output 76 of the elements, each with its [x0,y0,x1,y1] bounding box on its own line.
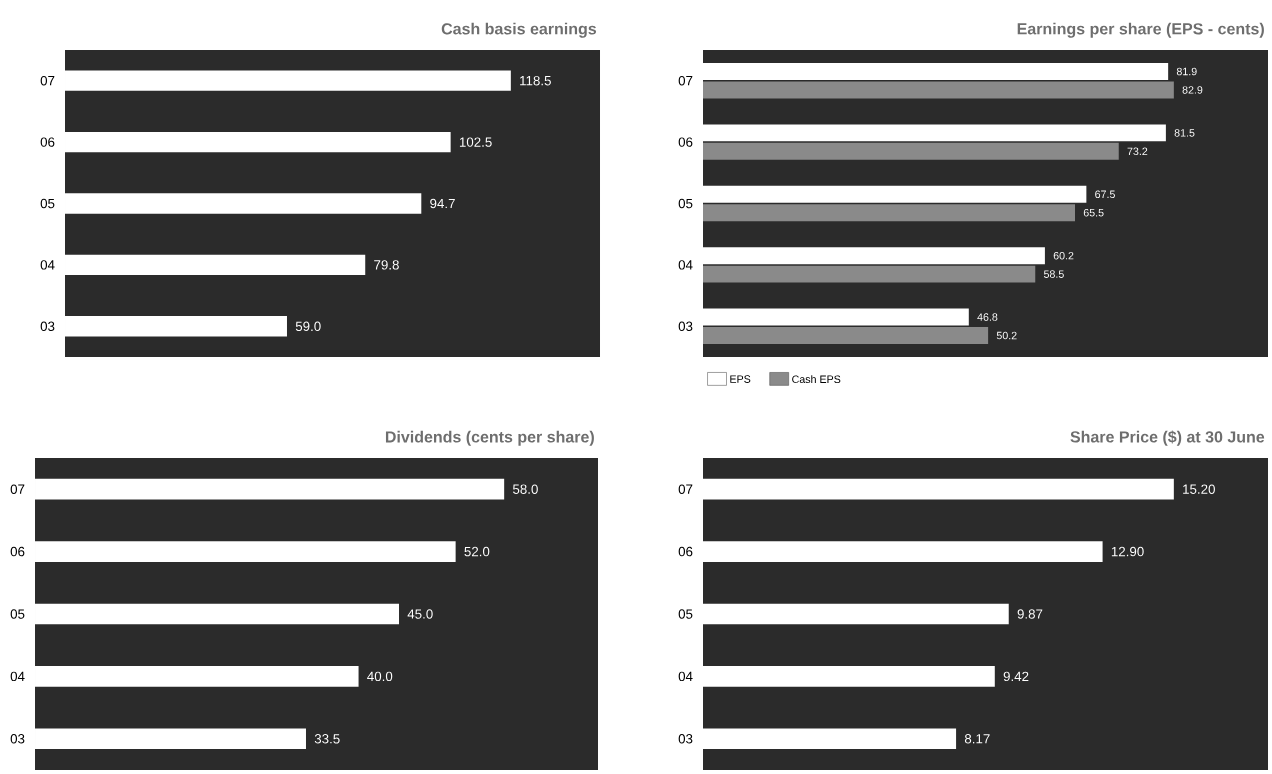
bar [35,728,306,750]
bar [703,327,989,344]
bar [65,193,422,214]
y-tick-label: 04 [40,260,55,270]
bar [703,63,1169,80]
data-label: 73.2 [1127,147,1148,156]
bar [703,185,1087,203]
y-tick-label: 03 [40,321,55,331]
bar [65,70,511,91]
data-label: 102.5 [459,137,492,147]
data-label: 52.0 [464,546,490,557]
bar [703,124,1166,142]
y-tick-label: 05 [678,609,693,619]
bar [35,541,456,562]
data-label: 50.2 [996,331,1017,340]
y-tick-label: 03 [678,734,693,744]
legend-label: EPS [730,375,751,383]
chart-title: Share Price ($) at 30 June [1070,430,1265,446]
y-tick-label: 06 [40,137,55,147]
data-label: 59.0 [295,321,321,331]
bar [703,81,1174,99]
data-label: 60.2 [1053,251,1074,260]
y-tick-label: 07 [678,75,693,86]
bar [35,603,400,625]
data-label: 82.9 [1182,86,1203,94]
y-tick-label: 04 [10,671,25,682]
data-label: 81.5 [1174,129,1195,137]
bar [703,478,1174,500]
data-label: 58.0 [512,484,538,494]
bar [703,265,1036,283]
y-tick-label: 05 [678,198,693,209]
y-tick-label: 05 [40,198,55,209]
bar [703,204,1076,222]
y-tick-label: 06 [678,546,693,557]
bar [35,666,359,687]
bar [65,131,451,153]
y-tick-label: 07 [678,484,693,494]
y-tick-label: 05 [10,609,25,619]
data-label: 94.7 [430,198,455,209]
data-label: 79.8 [374,260,399,270]
data-label: 81.9 [1176,67,1197,76]
chart-title: Earnings per share (EPS - cents) [1017,22,1264,38]
bar [65,316,287,337]
bar [35,478,505,500]
bar [703,728,957,750]
y-tick-label: 04 [678,671,693,682]
data-label: 40.0 [367,671,393,682]
y-tick-label: 06 [678,137,693,147]
data-label: 46.8 [977,313,998,321]
y-tick-label: 06 [10,546,25,557]
data-label: 65.5 [1083,208,1104,217]
data-label: 12.90 [1111,546,1144,557]
data-label: 9.87 [1017,609,1043,619]
data-label: 118.5 [520,75,551,86]
y-tick-label: 07 [40,75,55,86]
data-label: 67.5 [1095,190,1115,199]
data-label: 33.5 [314,734,340,744]
bar [703,603,1009,625]
bar [703,308,969,326]
bar [703,142,1119,160]
data-label: 58.5 [1043,270,1064,278]
data-label: 15.20 [1183,484,1215,494]
data-label: 9.42 [1003,671,1029,682]
bar [703,666,995,687]
y-tick-label: 03 [10,734,25,744]
y-tick-label: 03 [678,321,693,331]
chart-title: Dividends (cents per share) [385,430,594,446]
chart-title: Cash basis earnings [441,22,597,38]
data-label: 45.0 [407,609,433,619]
bar [703,247,1045,265]
data-label: 8.17 [964,734,990,744]
bar [703,541,1103,562]
bar [65,254,366,276]
y-tick-label: 04 [678,260,693,270]
legend-label: Cash EPS [792,375,841,384]
y-tick-label: 07 [10,484,25,494]
